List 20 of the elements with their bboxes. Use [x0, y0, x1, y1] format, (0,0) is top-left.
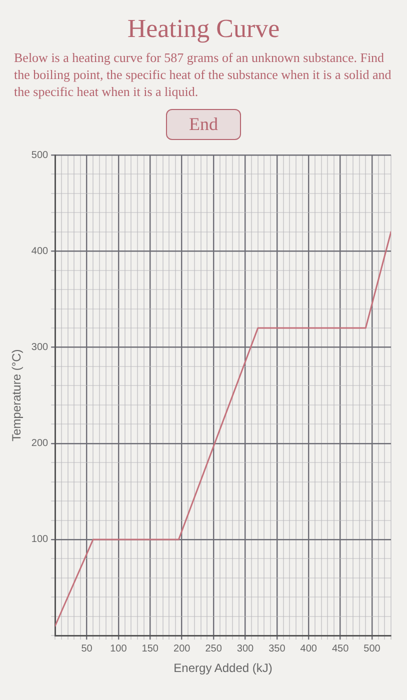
chart-title: Heating Curve — [126, 14, 281, 44]
y-tick-label: 300 — [31, 342, 49, 353]
text: End — [166, 108, 241, 140]
x-tick-label: 50 — [81, 643, 93, 654]
y-axis-title: Temperature (°C) — [10, 348, 24, 442]
x-tick-label: 100 — [110, 643, 128, 654]
x-tick-label: 500 — [364, 643, 381, 654]
y-tick-label: 400 — [31, 246, 49, 257]
chart-subtitle: Below is a heating curve for 587 grams of an unknown substance. Find the boiling point, the specific heat of the substance when it is a solid and the specific heat when it is a liquid. — [14, 50, 392, 101]
x-tick-label: 150 — [142, 643, 159, 654]
x-axis-title: Energy Added (kJ) — [174, 660, 272, 675]
x-tick-label: 350 — [268, 643, 286, 654]
x-tick-label: 400 — [300, 643, 318, 654]
y-tick-label: 100 — [31, 534, 49, 545]
y-tick-label: 200 — [31, 438, 49, 449]
x-tick-label: 450 — [332, 643, 350, 654]
x-tick-label: 300 — [236, 643, 254, 654]
x-tick-label: 200 — [174, 643, 191, 654]
x-tick-label: 250 — [205, 643, 222, 654]
y-tick-label: 500 — [31, 149, 49, 160]
